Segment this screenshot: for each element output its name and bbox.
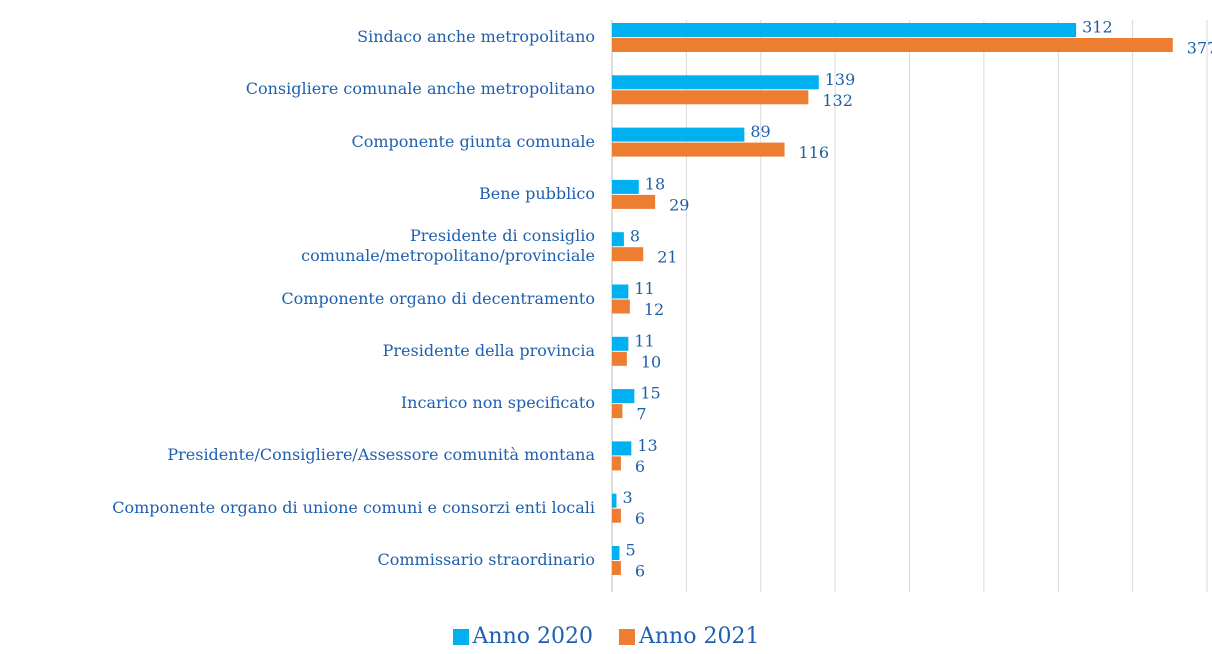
bar (612, 142, 785, 157)
bar (612, 456, 621, 471)
category-label: Componente organo di decentramento (281, 288, 595, 308)
category-label: Commissario straordinario (377, 550, 596, 569)
value-label: 13 (637, 436, 657, 455)
value-label: 6 (635, 509, 645, 528)
value-label: 8 (630, 227, 640, 246)
bar (612, 441, 632, 456)
category-label: Bene pubblico (479, 183, 595, 203)
value-label: 21 (657, 248, 677, 267)
legend-swatch (452, 628, 469, 645)
bar (612, 38, 1173, 52)
bar (612, 194, 656, 209)
value-label: 12 (644, 300, 664, 319)
bar (612, 336, 629, 351)
category-label: Presidente/Consigliere/Assessore comunit… (167, 445, 595, 465)
bar (612, 493, 617, 508)
legend-label: Anno 2020 (472, 624, 593, 649)
bar (612, 232, 624, 247)
value-label: 10 (641, 352, 661, 371)
value-label: 3 (622, 488, 632, 507)
category-label: Componente giunta comunale (351, 131, 595, 151)
category-label: Presidente della provincia (382, 340, 595, 360)
legend-item: Anno 2021 (619, 624, 759, 649)
value-label: 89 (750, 122, 770, 141)
legend-label: Anno 2021 (639, 624, 760, 649)
bar (612, 23, 1077, 37)
bar (612, 284, 629, 299)
value-label: 5 (625, 541, 635, 560)
category-label: Componente organo di unione comuni e con… (112, 497, 595, 517)
bar (612, 389, 635, 404)
category-label: Incarico non specificato (400, 393, 595, 413)
value-label: 11 (634, 331, 654, 350)
legend-item: Anno 2020 (452, 624, 593, 649)
value-label: 6 (635, 562, 645, 581)
bar (612, 404, 623, 419)
bar (612, 351, 627, 366)
value-label: 116 (799, 143, 830, 162)
bar (612, 75, 819, 90)
value-label: 139 (825, 70, 856, 89)
bar (612, 247, 644, 262)
bar (612, 90, 809, 105)
bar (612, 299, 630, 314)
bar (612, 179, 639, 194)
legend: Anno 2020 Anno 2021 (0, 624, 1212, 649)
legend-swatch (619, 628, 635, 645)
bar (612, 561, 621, 575)
bar (612, 546, 620, 560)
value-label: 312 (1082, 18, 1113, 37)
value-label: 11 (634, 279, 654, 298)
value-label: 15 (640, 384, 660, 403)
category-label: Consigliere comunale anche metropolitano (245, 79, 595, 99)
value-label: 132 (822, 91, 853, 110)
category-label: Sindaco anche metropolitano (357, 27, 595, 46)
value-label: 7 (636, 405, 646, 424)
value-label: 29 (669, 195, 689, 214)
value-label: 377 (1187, 39, 1212, 58)
bar (612, 127, 745, 142)
bar (612, 508, 621, 523)
value-label: 6 (635, 457, 645, 476)
value-label: 18 (645, 174, 665, 193)
category-label: Presidente di consiglio comunale/metropo… (301, 226, 595, 266)
